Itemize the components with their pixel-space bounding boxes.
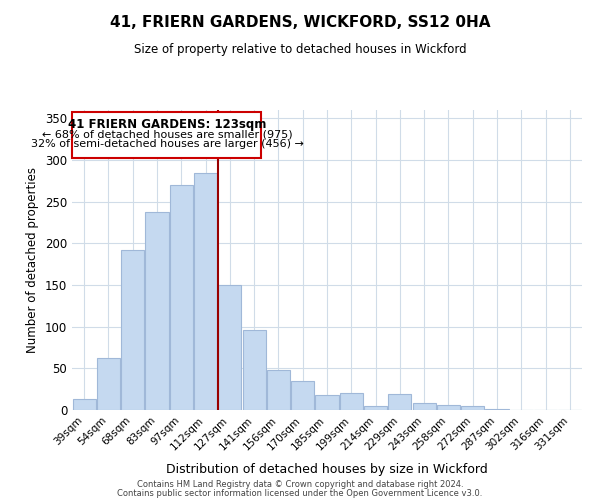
Bar [340, 394, 363, 410]
Text: 41 FRIERN GARDENS: 123sqm: 41 FRIERN GARDENS: 123sqm [68, 118, 266, 132]
Bar [73, 399, 95, 410]
Text: 41, FRIERN GARDENS, WICKFORD, SS12 0HA: 41, FRIERN GARDENS, WICKFORD, SS12 0HA [110, 15, 490, 30]
Text: ← 68% of detached houses are smaller (975): ← 68% of detached houses are smaller (97… [41, 129, 292, 139]
Bar [194, 172, 217, 410]
Bar [242, 330, 266, 410]
Text: Size of property relative to detached houses in Wickford: Size of property relative to detached ho… [134, 42, 466, 56]
Y-axis label: Number of detached properties: Number of detached properties [26, 167, 40, 353]
X-axis label: Distribution of detached houses by size in Wickford: Distribution of detached houses by size … [166, 463, 488, 476]
Bar [413, 404, 436, 410]
Bar [437, 405, 460, 410]
FancyBboxPatch shape [73, 112, 262, 158]
Bar [145, 212, 169, 410]
Bar [170, 185, 193, 410]
Bar [388, 394, 412, 410]
Bar [485, 409, 509, 410]
Bar [121, 250, 144, 410]
Bar [97, 358, 120, 410]
Text: Contains HM Land Registry data © Crown copyright and database right 2024.: Contains HM Land Registry data © Crown c… [137, 480, 463, 489]
Bar [267, 370, 290, 410]
Bar [218, 285, 241, 410]
Bar [461, 406, 484, 410]
Text: 32% of semi-detached houses are larger (456) →: 32% of semi-detached houses are larger (… [31, 139, 304, 149]
Bar [316, 395, 338, 410]
Text: Contains public sector information licensed under the Open Government Licence v3: Contains public sector information licen… [118, 489, 482, 498]
Bar [364, 406, 387, 410]
Bar [291, 381, 314, 410]
